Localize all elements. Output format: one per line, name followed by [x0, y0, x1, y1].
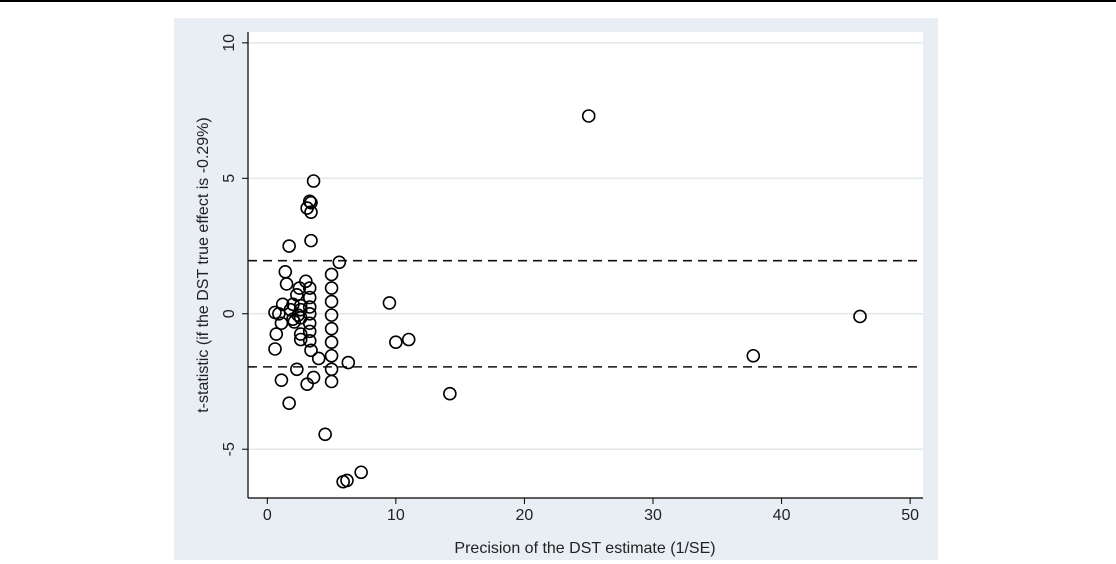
data-point	[306, 370, 321, 385]
data-point	[299, 274, 313, 289]
data-point	[293, 332, 308, 347]
data-point	[282, 239, 296, 253]
data-point	[401, 332, 416, 347]
data-point	[302, 194, 317, 209]
data-point	[290, 362, 304, 377]
data-point	[389, 335, 403, 350]
data-point	[302, 300, 317, 314]
data-point	[302, 316, 317, 331]
data-point	[324, 308, 339, 322]
x-tick-label: 40	[773, 507, 791, 524]
y-tick-label: 0	[221, 309, 238, 318]
y-tick-label: 5	[221, 174, 238, 183]
data-point	[274, 373, 289, 387]
y-axis-label: t-statistic (if the DST true effect is -…	[195, 117, 212, 413]
data-point	[341, 355, 356, 370]
data-point	[318, 427, 332, 442]
data-point	[332, 255, 347, 270]
data-point	[324, 335, 339, 350]
data-point	[746, 348, 761, 363]
x-tick-label: 20	[516, 507, 534, 524]
data-point	[274, 316, 289, 331]
data-point	[324, 321, 339, 336]
x-axis-ticks: 0 10 20 30 40 50	[263, 498, 919, 524]
x-tick-label: 50	[901, 507, 919, 524]
data-point	[853, 309, 867, 324]
y-axis-ticks: -5 0 5 10	[221, 34, 248, 456]
data-point	[293, 327, 308, 341]
data-point	[304, 205, 318, 219]
data-point	[269, 327, 284, 341]
data-point	[272, 306, 286, 321]
data-point	[324, 348, 339, 363]
data-point	[302, 334, 317, 348]
data-point	[382, 296, 397, 310]
data-point	[302, 281, 317, 295]
data-point	[302, 290, 317, 305]
data-point	[293, 302, 308, 317]
data-point	[324, 267, 339, 282]
x-tick-label: 0	[263, 507, 272, 524]
data-point	[340, 473, 354, 488]
data-point	[268, 342, 282, 356]
data-point	[324, 294, 339, 309]
x-axis-label: Precision of the DST estimate (1/SE)	[454, 540, 715, 557]
reference-lines	[248, 259, 923, 368]
y-tick-label: -5	[221, 442, 238, 456]
x-tick-label: 30	[644, 507, 662, 524]
data-point	[304, 233, 318, 248]
data-point	[302, 306, 317, 321]
x-tick-label: 10	[387, 507, 405, 524]
data-point	[306, 174, 321, 188]
data-point	[311, 351, 326, 366]
axes	[247, 32, 923, 499]
data-point	[279, 277, 294, 291]
data-point	[304, 195, 318, 210]
data-point	[304, 343, 318, 358]
data-point	[581, 109, 596, 123]
plot-area	[248, 32, 923, 498]
data-point	[354, 465, 368, 480]
data-point	[443, 386, 457, 401]
data-point	[324, 374, 339, 389]
y-tick-label: 10	[221, 34, 238, 52]
data-point	[282, 396, 296, 410]
grid-lines	[248, 42, 923, 450]
data-point	[324, 281, 339, 295]
data-point	[302, 324, 317, 339]
data-points	[268, 109, 867, 489]
top-rule	[0, 0, 1116, 2]
